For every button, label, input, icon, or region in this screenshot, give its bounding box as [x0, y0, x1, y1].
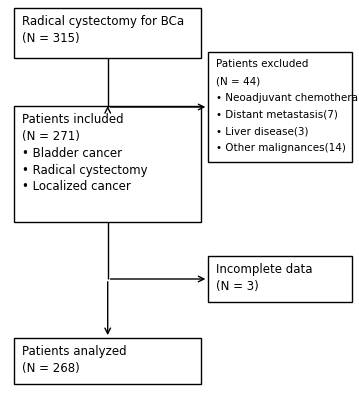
Text: (N = 3): (N = 3) — [216, 280, 259, 293]
FancyBboxPatch shape — [208, 52, 352, 162]
Text: • Liver disease(3): • Liver disease(3) — [216, 126, 309, 136]
Text: • Neoadjuvant chemotherapy(20): • Neoadjuvant chemotherapy(20) — [216, 93, 359, 103]
Text: (N = 268): (N = 268) — [22, 362, 80, 375]
Text: • Radical cystectomy: • Radical cystectomy — [22, 164, 148, 177]
Text: (N = 315): (N = 315) — [22, 32, 80, 45]
FancyBboxPatch shape — [14, 338, 201, 384]
Text: (N = 271): (N = 271) — [22, 130, 80, 143]
Text: • Distant metastasis(7): • Distant metastasis(7) — [216, 110, 338, 120]
Text: Patients included: Patients included — [22, 113, 124, 126]
Text: Radical cystectomy for BCa: Radical cystectomy for BCa — [22, 15, 185, 28]
Text: Patients analyzed: Patients analyzed — [22, 345, 127, 358]
Text: • Localized cancer: • Localized cancer — [22, 180, 131, 194]
Text: (N = 44): (N = 44) — [216, 76, 260, 86]
Text: Incomplete data: Incomplete data — [216, 263, 313, 276]
Text: • Other malignances(14): • Other malignances(14) — [216, 143, 346, 153]
FancyBboxPatch shape — [14, 8, 201, 58]
Text: Patients excluded: Patients excluded — [216, 59, 308, 69]
FancyBboxPatch shape — [208, 256, 352, 302]
Text: • Bladder cancer: • Bladder cancer — [22, 147, 122, 160]
FancyBboxPatch shape — [14, 106, 201, 222]
